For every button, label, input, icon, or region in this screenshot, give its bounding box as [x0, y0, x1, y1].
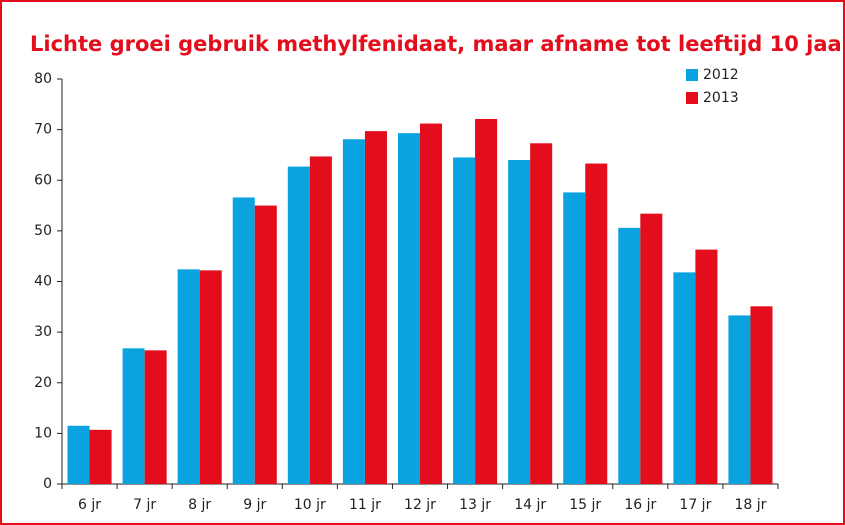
bar [673, 272, 696, 484]
x-tick-label: 16 jr [624, 497, 656, 513]
legend-swatch [686, 69, 698, 81]
bar [177, 269, 200, 484]
x-tick-label: 18 jr [735, 497, 767, 513]
x-tick-label: 14 jr [514, 497, 546, 513]
y-tick-label: 80 [34, 71, 52, 87]
y-tick-label: 20 [34, 375, 52, 391]
y-tick-label: 50 [34, 223, 52, 239]
bar [585, 163, 608, 484]
x-tick-label: 9 jr [243, 497, 266, 513]
bar [563, 192, 586, 484]
x-tick-label: 13 jr [459, 497, 491, 513]
bar [254, 205, 277, 484]
legend-swatch [686, 92, 698, 104]
bar [618, 227, 641, 484]
bar [342, 139, 365, 484]
bar [750, 306, 773, 484]
bar [420, 123, 443, 485]
bar [397, 133, 420, 484]
bar [695, 249, 718, 484]
x-tick-label: 10 jr [294, 497, 326, 513]
bar [475, 118, 498, 485]
x-tick-label: 15 jr [569, 497, 601, 513]
y-tick-label: 10 [34, 425, 52, 441]
bar [67, 425, 90, 484]
chart-title: Lichte groei gebruik methylfenidaat, maa… [30, 32, 845, 56]
bar [309, 156, 332, 485]
bar [199, 270, 222, 484]
bar [144, 350, 167, 484]
bar [640, 213, 663, 484]
bar [728, 315, 751, 484]
bar [287, 166, 310, 485]
x-tick-label: 12 jr [404, 497, 436, 513]
bar [453, 157, 476, 484]
bar [89, 429, 112, 484]
y-tick-label: 70 [34, 122, 52, 138]
bar [364, 131, 387, 485]
y-tick-label: 60 [34, 172, 52, 188]
legend-label: 2013 [703, 90, 739, 106]
x-tick-label: 8 jr [188, 497, 211, 513]
x-tick-label: 11 jr [349, 497, 381, 513]
x-tick-label: 7 jr [133, 497, 156, 513]
y-tick-label: 30 [34, 324, 52, 340]
x-tick-label: 6 jr [78, 497, 101, 513]
x-tick-label: 17 jr [679, 497, 711, 513]
bar [530, 143, 553, 484]
bar [232, 197, 255, 484]
legend-label: 2012 [703, 67, 739, 83]
y-tick-label: 40 [34, 274, 52, 290]
bar [122, 348, 145, 484]
bar [508, 160, 531, 484]
y-tick-label: 0 [43, 476, 52, 492]
